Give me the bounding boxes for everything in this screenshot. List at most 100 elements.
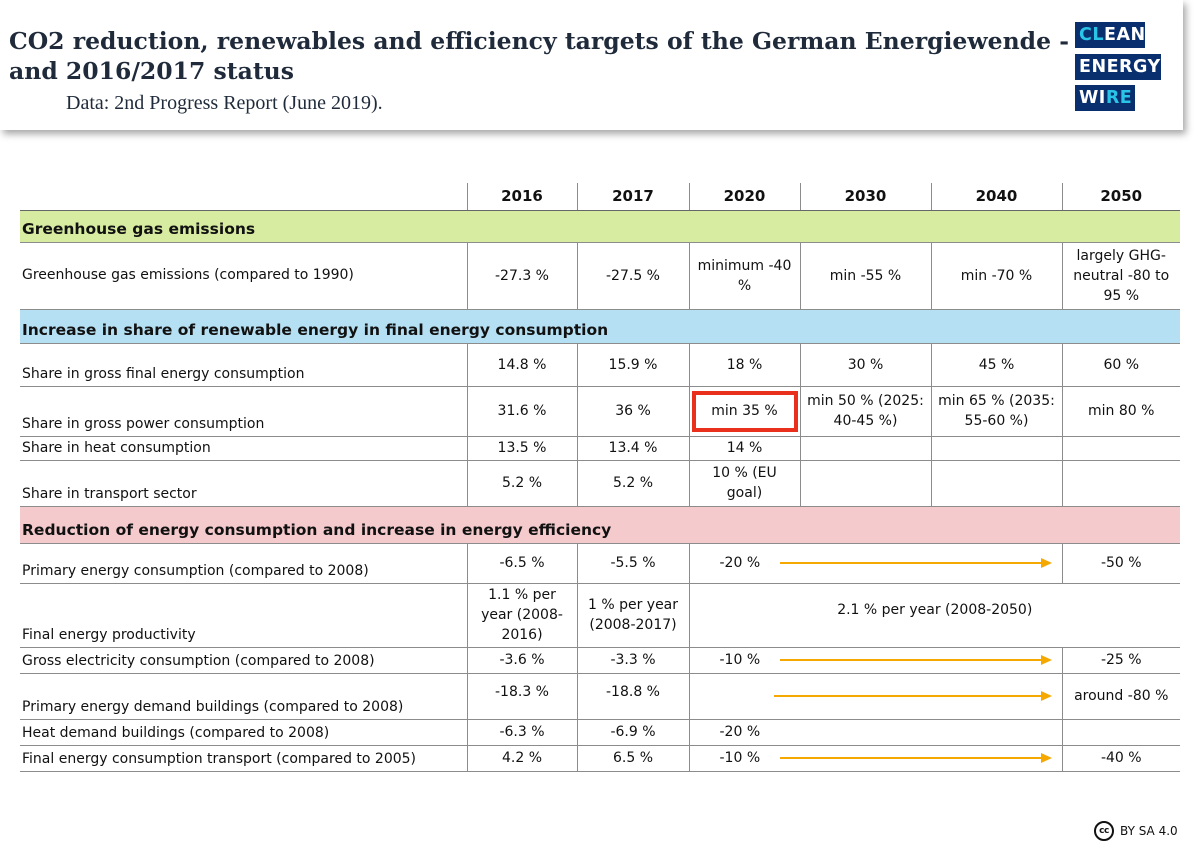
cell-2016: 1.1 % per year (2008-2016) [466,583,577,648]
cell-2050: -40 % [1061,745,1180,772]
row-label: Primary energy demand buildings (compare… [20,673,467,720]
page-subtitle: Data: 2nd Progress Report (June 2019). [66,92,383,114]
cell-2017: 36 % [576,386,689,437]
cell-2020-value: -20 % [719,555,761,571]
row-label: Share in heat consumption [20,436,467,461]
cell-2020: 14 % [688,436,800,461]
row-label: Final energy consumption transport (comp… [20,745,467,772]
row-label: Heat demand buildings (compared to 2008) [20,719,467,746]
row-label: Share in gross final energy consumption [20,343,467,387]
cell-2040: min 65 % (2035: 55-60 %) [930,386,1062,437]
table-row: Final energy productivity 1.1 % per year… [20,583,1180,648]
row-label: Primary energy consumption (compared to … [20,543,467,584]
cell-2030 [799,460,931,507]
cell-2050 [1061,460,1180,507]
logo-line-1: CLEAN [1075,22,1145,48]
cell-2020-value: -20 % [719,724,761,740]
cell-2017: 5.2 % [576,460,689,507]
cell-2016: 4.2 % [466,745,577,772]
cell-2017: 1 % per year (2008-2017) [576,583,689,648]
cell-2020-value: -10 % [719,750,761,766]
year-header: 2040 [930,183,1062,211]
cell-2020-2050: 2.1 % per year (2008-2050) [688,583,1180,648]
year-header: 2050 [1061,183,1180,211]
cell-2020-2040 [688,673,1062,720]
cell-2016: 31.6 % [466,386,577,437]
cell-2016: -3.6 % [466,647,577,674]
table-row: Share in heat consumption 13.5 % 13.4 % … [20,436,1180,461]
cell-2020: min 35 % [688,386,800,437]
cell-2040 [930,460,1062,507]
row-label: Share in transport sector [20,460,467,507]
table-row: Primary energy demand buildings (compare… [20,673,1180,720]
cell-2020-value: -10 % [719,652,761,668]
section-renewables: Increase in share of renewable energy in… [20,309,1180,344]
cell-2050: around -80 % [1061,673,1180,720]
license-badge: cc BY SA 4.0 [1094,821,1178,841]
cell-2020: minimum -40 % [688,242,800,310]
cell-2016: -27.3 % [466,242,577,310]
cell-2016: 5.2 % [466,460,577,507]
table-row: Primary energy consumption (compared to … [20,543,1180,584]
cell-2050 [1061,719,1180,746]
cell-2016: 13.5 % [466,436,577,461]
cell-2020: 18 % [688,343,800,387]
cell-2050: largely GHG-neutral -80 to 95 % [1061,242,1180,310]
table-row: Share in transport sector 5.2 % 5.2 % 10… [20,460,1180,507]
cell-2050: -50 % [1061,543,1180,584]
year-header: 2030 [799,183,931,211]
cell-2030 [799,436,931,461]
table-row: Share in gross final energy consumption … [20,343,1180,387]
cell-2017: 6.5 % [576,745,689,772]
cell-2017: -3.3 % [576,647,689,674]
trend-arrow [779,655,1052,665]
cell-2040: 45 % [930,343,1062,387]
creative-commons-icon: cc [1094,821,1114,841]
table-row: Gross electricity consumption (compared … [20,647,1180,674]
section-title: Reduction of energy consumption and incr… [20,506,1180,544]
cell-2020-2040: -10 % [688,745,1062,772]
logo-line-3: WIRE [1075,85,1135,111]
row-label: Greenhouse gas emissions (compared to 19… [20,242,467,310]
table-header-row: 2016 2017 2020 2030 2040 2050 [20,183,1180,211]
header-empty [20,183,467,211]
year-header: 2017 [576,183,689,211]
cell-2050: min 80 % [1061,386,1180,437]
header-card: CO2 reduction, renewables and efficiency… [0,0,1183,130]
row-label: Gross electricity consumption (compared … [20,647,467,674]
year-header: 2016 [466,183,577,211]
cell-2040 [930,436,1062,461]
table-row: Share in gross power consumption 31.6 % … [20,386,1180,437]
logo-line-2: ENERGY [1075,54,1161,80]
trend-arrow [773,691,1052,701]
cell-2020-2040: -10 % [688,647,1062,674]
cell-2017: -5.5 % [576,543,689,584]
cell-2040: min -70 % [930,242,1062,310]
cell-2020-2040: -20 % [688,543,1062,584]
section-title: Greenhouse gas emissions [20,210,1180,243]
cell-2017: -27.5 % [576,242,689,310]
page-title: CO2 reduction, renewables and efficiency… [9,27,1069,85]
year-header: 2020 [688,183,800,211]
trend-arrow [779,558,1052,568]
cell-2050 [1061,436,1180,461]
cell-2050: -25 % [1061,647,1180,674]
cell-2030: min 50 % (2025: 40-45 %) [799,386,931,437]
table-row: Greenhouse gas emissions (compared to 19… [20,242,1180,310]
clean-energy-wire-logo: CLEAN ENERGY WIRE [1075,22,1165,114]
cell-2017: -6.9 % [576,719,689,746]
cell-2050: 60 % [1061,343,1180,387]
cell-2017: -18.8 % [576,673,689,720]
cell-2016: -18.3 % [466,673,577,720]
cell-2020: 10 % (EU goal) [688,460,800,507]
section-efficiency: Reduction of energy consumption and incr… [20,506,1180,544]
cell-2030: 30 % [799,343,931,387]
section-title: Increase in share of renewable energy in… [20,309,1180,344]
cell-2020-2040: -20 % [688,719,1062,746]
license-text: BY SA 4.0 [1120,824,1178,838]
highlighted-target: min 35 % [691,390,798,432]
cell-2016: -6.3 % [466,719,577,746]
trend-arrow [779,753,1052,763]
row-label: Share in gross power consumption [20,386,467,437]
row-label: Final energy productivity [20,583,467,648]
